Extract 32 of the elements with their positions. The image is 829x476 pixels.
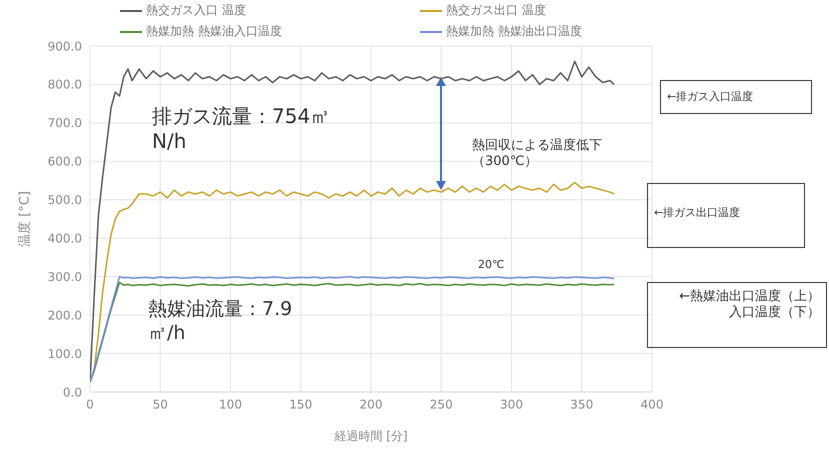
x-tick-label: 200	[360, 398, 382, 412]
x-axis-title: 経過時間 [分]	[333, 429, 408, 443]
y-tick-label: 700.0	[48, 116, 82, 130]
text: ←熱媒油出口温度（上）入口温度（下）	[647, 282, 827, 348]
x-tick-label: 0	[86, 398, 94, 412]
y-tick-label: 300.0	[48, 270, 82, 284]
y-tick-label: 600.0	[48, 154, 82, 169]
x-tick-label: 150	[289, 398, 312, 412]
y-tick-label: 0.0	[62, 385, 82, 400]
y-tick-label: 400.0	[48, 231, 82, 246]
annotation: 20℃	[478, 258, 504, 272]
y-tick-label: 100.0	[48, 346, 82, 361]
legend-label: 熱交ガス入口 温度	[146, 2, 246, 19]
legend-label: 熱媒加熱 熱媒油出口温度	[446, 23, 582, 40]
y-axis-title: 温度 [°C]	[16, 191, 33, 247]
annotation: 熱媒油流量：7.9㎥/h	[148, 298, 294, 346]
x-tick-label: 300	[500, 398, 523, 412]
y-tick-label: 800.0	[48, 78, 82, 92]
text: ←排ガス出口温度	[647, 183, 805, 248]
text: ←排ガス入口温度	[660, 80, 812, 114]
annotation: 排ガス流量：754㎥N/h	[152, 104, 332, 154]
x-tick-label: 350	[570, 398, 594, 412]
x-tick-label: 250	[430, 398, 453, 412]
y-tick-label: 200.0	[48, 308, 82, 322]
x-tick-label: 400	[640, 398, 664, 412]
y-tick-label: 900.0	[48, 39, 82, 54]
legend-label: 熱交ガス出口 温度	[446, 2, 546, 19]
y-tick-label: 500.0	[48, 193, 82, 208]
annotation: 熱回収による温度低下（300℃）	[472, 138, 603, 170]
x-tick-label: 100	[219, 398, 242, 412]
x-tick-label: 50	[152, 398, 168, 412]
legend-label: 熱媒加熱 熱媒油入口温度	[146, 23, 282, 40]
